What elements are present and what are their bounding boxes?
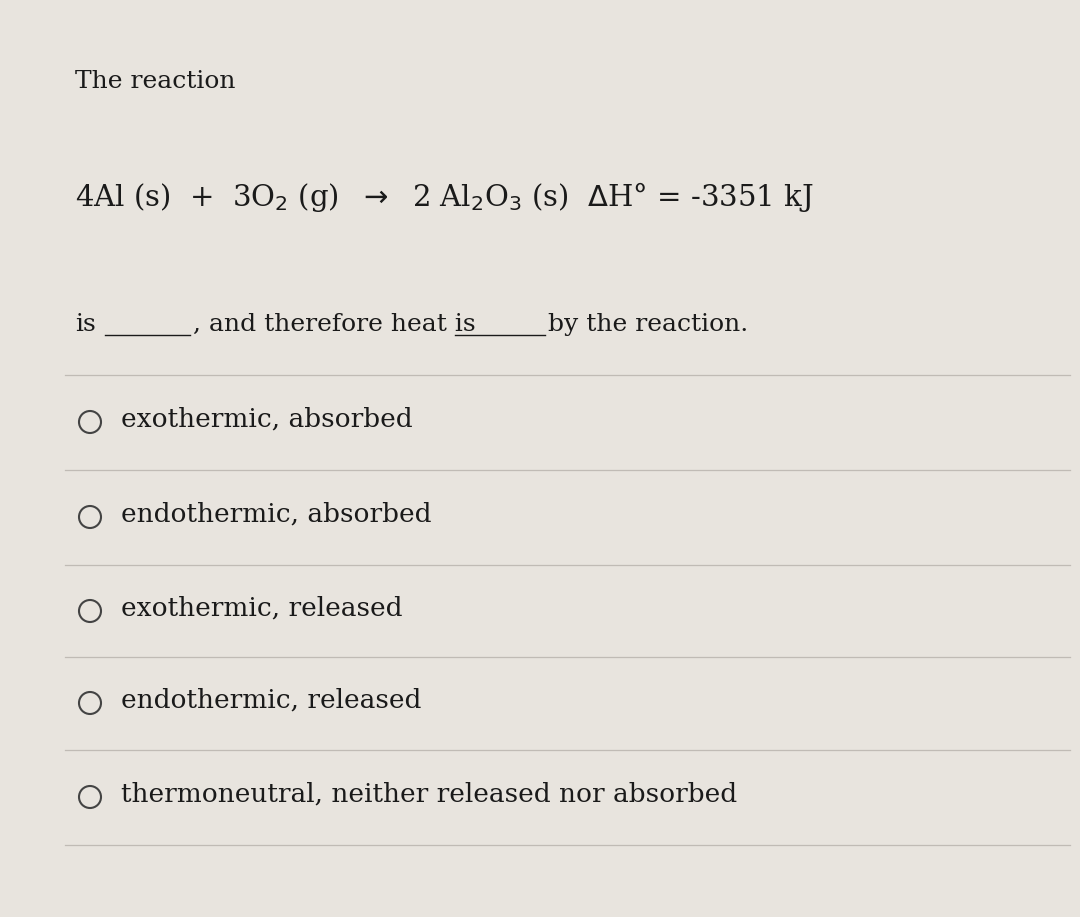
Text: by the reaction.: by the reaction. [548,313,748,336]
Text: exothermic, released: exothermic, released [121,595,403,621]
Text: endothermic, absorbed: endothermic, absorbed [121,502,432,526]
Text: endothermic, released: endothermic, released [121,688,421,713]
Text: 4Al (s)  +  3O$_2$ (g)  $\rightarrow$  2 Al$_2$O$_3$ (s)  $\Delta$H° = -3351 kJ: 4Al (s) + 3O$_2$ (g) $\rightarrow$ 2 Al$… [75,180,813,214]
Text: is: is [75,313,96,336]
Text: thermoneutral, neither released nor absorbed: thermoneutral, neither released nor abso… [121,781,738,806]
Text: The reaction: The reaction [75,70,235,93]
Text: , and therefore heat is: , and therefore heat is [193,313,475,336]
Text: exothermic, absorbed: exothermic, absorbed [121,406,413,432]
